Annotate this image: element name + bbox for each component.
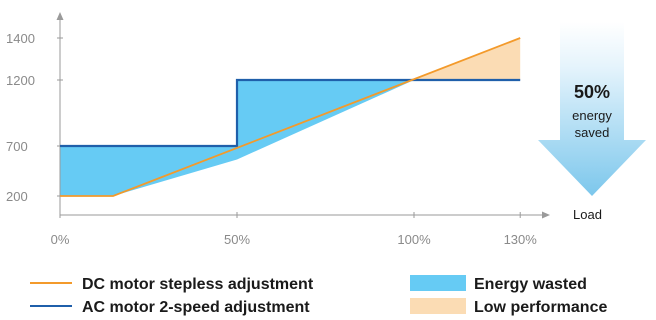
energy-wasted-area bbox=[60, 80, 414, 196]
legend-swatch-energy-wasted bbox=[410, 275, 466, 291]
x-tick-label: 50% bbox=[224, 232, 250, 247]
y-axis-arrow bbox=[56, 12, 64, 20]
legend-swatch-low-performance bbox=[410, 298, 466, 314]
y-tick-label: 1200 bbox=[6, 73, 35, 88]
legend: DC motor stepless adjustment AC motor 2-… bbox=[30, 275, 607, 316]
legend-label-low-performance: Low performance bbox=[474, 299, 607, 316]
dc-motor-line bbox=[60, 37, 521, 197]
energy-saved-line2: saved bbox=[575, 125, 610, 140]
x-tick-label: 100% bbox=[397, 232, 431, 247]
legend-label-ac: AC motor 2-speed adjustment bbox=[82, 299, 310, 316]
x-axis-ticks: 0% 50% 100% 130% bbox=[51, 212, 538, 247]
y-tick-label: 1400 bbox=[6, 31, 35, 46]
legend-label-dc: DC motor stepless adjustment bbox=[82, 276, 314, 293]
y-tick-label: 700 bbox=[6, 139, 28, 154]
x-tick-label: 130% bbox=[504, 232, 538, 247]
legend-label-energy-wasted: Energy wasted bbox=[474, 276, 587, 293]
energy-wasted-region-high bbox=[237, 80, 414, 160]
y-axis-ticks: 200 700 1200 1400 bbox=[6, 31, 63, 204]
x-axis-label: Load bbox=[573, 207, 602, 222]
x-tick-label: 0% bbox=[51, 232, 70, 247]
down-arrow-icon bbox=[538, 22, 646, 196]
x-axis-arrow bbox=[542, 211, 550, 219]
energy-saved-value: 50% bbox=[574, 82, 610, 102]
energy-saved-annotation: 50% energy saved bbox=[538, 22, 646, 196]
y-tick-label: 200 bbox=[6, 189, 28, 204]
ac-motor-line bbox=[60, 78, 521, 148]
energy-saved-line1: energy bbox=[572, 108, 612, 123]
energy-wasted-region-low bbox=[60, 146, 237, 196]
